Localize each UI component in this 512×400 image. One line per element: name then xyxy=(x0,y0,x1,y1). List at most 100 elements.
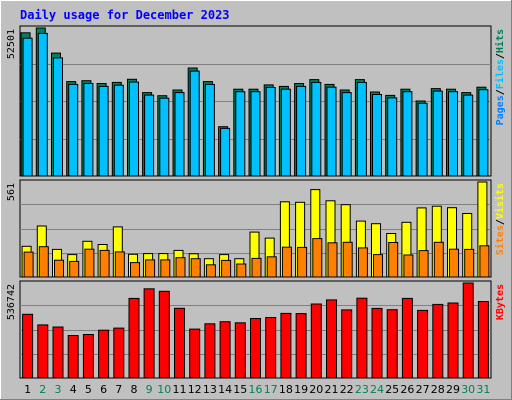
day-bars-11 xyxy=(174,307,185,379)
day-bars-29 xyxy=(447,302,459,379)
day-bars-1 xyxy=(21,245,34,278)
bar-kbytes-20 xyxy=(310,303,322,379)
day-bars-30 xyxy=(462,282,474,379)
bar-kbytes-30 xyxy=(462,282,474,379)
legend-entry: / xyxy=(495,89,506,95)
bar-files-6 xyxy=(98,85,109,177)
x-tick-label-10: 10 xyxy=(157,383,171,396)
day-bars-13 xyxy=(202,81,215,177)
day-bars-18 xyxy=(278,85,291,177)
day-bars-9 xyxy=(142,92,155,177)
day-bars-16 xyxy=(250,318,261,379)
x-axis: 1 2 3 4 5 6 7 8 9 10 11 12 13 14 15 16 17 18 19 20 21 22 23 24 2… xyxy=(24,383,490,396)
day-bars-30 xyxy=(462,213,475,278)
bar-sites-27 xyxy=(418,250,429,278)
x-tick-label-21: 21 xyxy=(325,383,339,396)
bar-sites-28 xyxy=(433,241,444,278)
day-bars-4 xyxy=(66,81,79,177)
bar-sites-12 xyxy=(190,258,201,278)
bar-kbytes-13 xyxy=(204,323,216,379)
x-tick-label-25: 25 xyxy=(385,383,399,396)
bar-kbytes-21 xyxy=(326,299,337,379)
bar-kbytes-25 xyxy=(386,309,398,379)
bar-files-30 xyxy=(463,94,474,177)
x-tick-label-23: 23 xyxy=(355,383,369,396)
bar-sites-24 xyxy=(373,254,383,278)
bar-sites-4 xyxy=(69,260,80,278)
bar-kbytes-3 xyxy=(52,326,64,379)
x-tick-label-3: 3 xyxy=(55,383,62,396)
bar-files-3 xyxy=(53,57,63,177)
day-bars-8 xyxy=(127,78,139,177)
x-tick-label-22: 22 xyxy=(340,383,354,396)
bar-sites-18 xyxy=(281,246,292,278)
bar-files-1 xyxy=(22,37,33,177)
day-bars-17 xyxy=(265,317,277,379)
y-max-label: 536742 xyxy=(6,284,17,320)
bar-kbytes-15 xyxy=(234,322,246,379)
day-bars-22 xyxy=(341,309,353,379)
bar-sites-17 xyxy=(266,256,277,278)
x-tick-label-30: 30 xyxy=(461,383,475,396)
bar-sites-26 xyxy=(403,254,414,278)
bar-files-7 xyxy=(113,84,124,177)
x-tick-label-4: 4 xyxy=(70,383,77,396)
day-bars-11 xyxy=(173,249,186,278)
bar-sites-11 xyxy=(175,257,186,278)
bar-kbytes-5 xyxy=(82,334,94,379)
bar-kbytes-27 xyxy=(417,309,429,379)
legend-entry: KBytes xyxy=(495,284,506,320)
bar-kbytes-7 xyxy=(113,327,125,379)
day-bars-8 xyxy=(128,253,140,278)
legend-entry: Sites xyxy=(494,225,506,255)
day-bars-28 xyxy=(431,205,444,278)
legend-entry: Visits xyxy=(494,183,506,219)
day-bars-27 xyxy=(415,100,428,177)
day-bars-4 xyxy=(67,335,79,379)
day-bars-31 xyxy=(477,181,490,278)
day-bars-13 xyxy=(204,323,216,379)
day-bars-6 xyxy=(96,83,109,177)
bar-sites-9 xyxy=(145,259,156,278)
day-bars-3 xyxy=(52,248,64,278)
bar-sites-13 xyxy=(205,264,216,278)
x-tick-label-1: 1 xyxy=(24,383,31,396)
day-bars-12 xyxy=(189,328,201,379)
day-bars-26 xyxy=(400,88,413,177)
bar-sites-1 xyxy=(23,251,34,278)
chart-title: Daily usage for December 2023 xyxy=(20,8,230,22)
bar-files-22 xyxy=(341,92,352,177)
bar-sites-5 xyxy=(84,248,95,278)
bar-files-28 xyxy=(432,90,443,177)
bar-files-11 xyxy=(174,92,185,177)
legend-kbytes: KBytes xyxy=(495,284,506,320)
bar-kbytes-11 xyxy=(174,307,185,379)
day-bars-28 xyxy=(430,88,443,177)
x-tick-label-20: 20 xyxy=(309,383,323,396)
day-bars-1 xyxy=(20,32,33,177)
legend-entry: / xyxy=(495,53,506,59)
bar-files-9 xyxy=(144,94,155,177)
bar-files-20 xyxy=(311,81,322,177)
day-bars-24 xyxy=(370,91,382,177)
day-bars-6 xyxy=(98,329,110,379)
bar-sites-16 xyxy=(251,257,262,278)
bar-files-19 xyxy=(296,85,307,177)
day-bars-10 xyxy=(157,95,170,177)
day-bars-20 xyxy=(309,79,322,177)
day-bars-15 xyxy=(234,258,247,278)
x-tick-label-31: 31 xyxy=(476,383,490,396)
day-bars-4 xyxy=(67,254,80,278)
day-bars-2 xyxy=(36,225,49,278)
x-tick-label-29: 29 xyxy=(446,383,460,396)
day-bars-5 xyxy=(82,240,95,278)
day-bars-15 xyxy=(234,322,246,379)
bar-sites-30 xyxy=(464,248,475,278)
bar-kbytes-10 xyxy=(158,290,170,379)
x-tick-label-19: 19 xyxy=(294,383,308,396)
bar-kbytes-9 xyxy=(143,288,155,379)
day-bars-8 xyxy=(128,297,140,379)
x-tick-label-6: 6 xyxy=(100,383,107,396)
bar-kbytes-4 xyxy=(67,335,79,379)
bar-kbytes-19 xyxy=(295,313,307,379)
